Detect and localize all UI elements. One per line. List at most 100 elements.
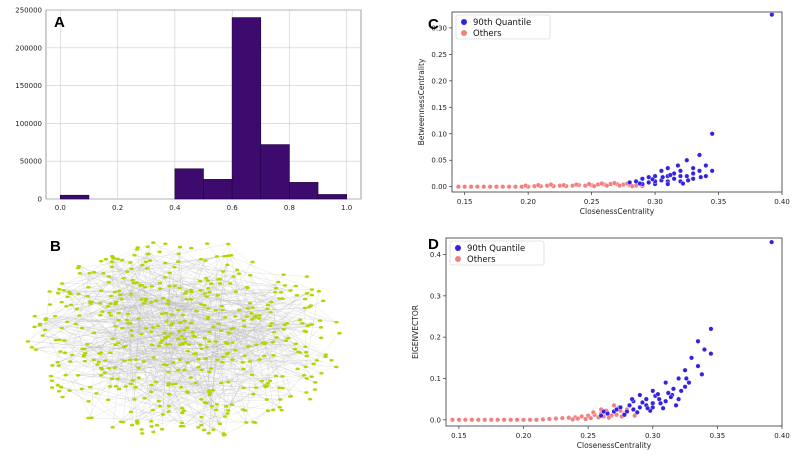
network-edge [267,298,283,306]
network-node [194,309,199,313]
scatter-point [606,415,612,421]
network-node [143,299,148,303]
legend-marker [455,245,461,251]
network-edge [227,255,313,290]
network-node [206,389,211,392]
network-node [191,334,196,338]
network-edge [44,291,50,330]
network-node [168,332,173,335]
network-edge [147,253,201,291]
network-node [64,320,70,324]
network-node [167,343,173,346]
network-node [32,325,37,329]
network-node [262,354,267,358]
network-node [236,308,242,312]
network-node [149,383,154,387]
scatter-point [475,417,481,423]
network-edge [134,255,277,289]
network-node [309,323,315,326]
network-node [256,317,262,320]
network-edge [59,375,305,392]
scatter-point [685,177,691,183]
panel-c: 0.15 0.20 0.25 0.30 0.35 0.40 0.00 0.05 0.10 0.15… [417,11,790,216]
network-edge [259,315,326,355]
network-edge [231,255,306,347]
network-node [107,385,113,388]
network-node [198,302,204,306]
network-node [108,302,113,305]
scatter-point [643,396,649,402]
network-edge [137,367,199,424]
network-node [138,284,143,287]
network-node [301,373,307,377]
network-node [133,358,139,361]
network-edge [70,293,337,323]
network-edge [178,243,229,254]
network-node [199,398,204,401]
network-edge [273,399,281,410]
network-node [323,355,328,358]
network-node [186,343,192,346]
network-node [280,375,285,378]
network-edge [218,323,326,357]
network-node [305,324,310,328]
network-node [250,306,255,309]
network-node [79,387,84,391]
scatter-point [678,388,684,394]
network-node [282,323,287,327]
network-node [163,242,168,246]
network-node [61,289,67,292]
scatter-point [487,184,493,190]
scatter-point [627,402,633,408]
network-node [309,375,314,379]
network-edge [253,366,337,395]
network-node [91,358,96,362]
scatter-point [591,183,597,189]
network-node [94,392,99,395]
network-node [252,421,258,424]
network-node [128,410,134,414]
scatter-point [690,165,696,171]
network-node [201,428,207,432]
network-edge [63,290,125,361]
network-node [116,387,122,391]
network-node [297,351,303,354]
panel-label-a: A [54,14,65,31]
y-tick-label: 0.1 [430,375,441,383]
network-node [222,315,228,319]
network-node [143,327,149,330]
network-edge [124,276,234,361]
network-edge [113,258,253,308]
network-node [148,301,154,304]
scatter-point [614,412,620,418]
network-edge [153,298,283,433]
network-node [211,428,216,431]
network-node [265,382,270,385]
network-node [254,343,259,347]
legend-marker [461,19,467,25]
network-node [207,330,212,334]
network-node [184,297,189,301]
scatter-point [533,417,539,423]
network-edge [31,267,175,348]
scatter-point [462,417,468,423]
network-node [166,382,171,385]
network-edge [112,343,265,428]
network-node [229,403,235,406]
network-node [157,287,163,290]
network-node [105,398,111,402]
network-edge [187,315,260,392]
network-node [297,318,303,322]
x-tick-label: 0.4 [169,204,181,212]
network-node [304,275,310,278]
network-edge [136,282,186,343]
network-node [102,359,108,362]
network-node [98,289,104,293]
network-node [116,289,122,293]
network-edge [180,322,202,349]
network-edge [193,256,225,336]
scatter-point [676,375,682,381]
network-node [273,286,279,290]
network-edge [45,257,114,320]
network-node [60,395,65,399]
